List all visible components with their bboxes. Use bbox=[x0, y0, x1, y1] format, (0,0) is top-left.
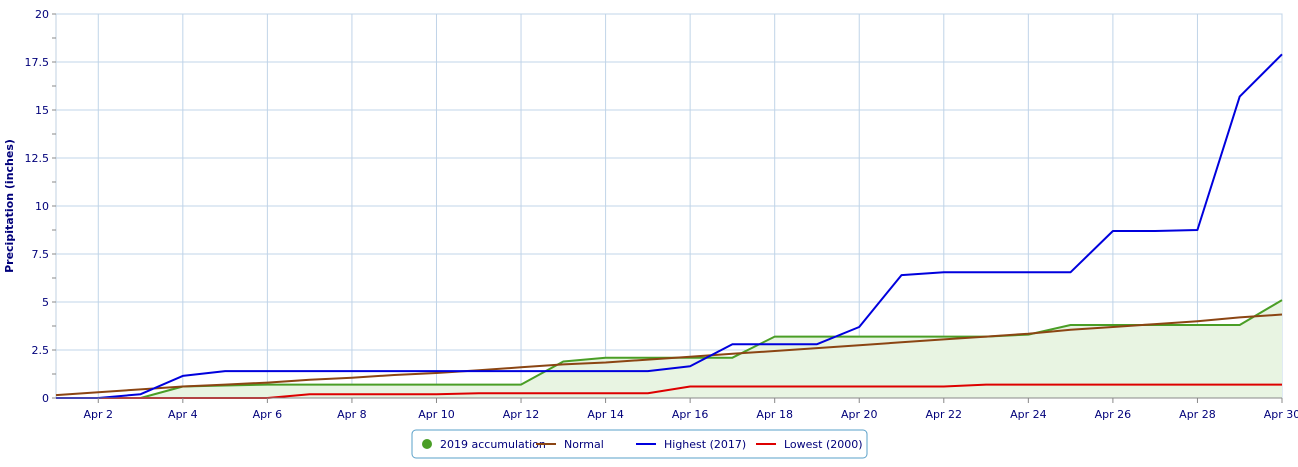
y-tick-label: 0 bbox=[42, 392, 49, 405]
y-tick-label: 7.5 bbox=[32, 248, 50, 261]
x-tick-label: Apr 2 bbox=[84, 408, 114, 421]
x-tick-label: Apr 26 bbox=[1095, 408, 1132, 421]
legend-label: Highest (2017) bbox=[664, 438, 746, 451]
y-tick-label: 15 bbox=[35, 104, 49, 117]
x-tick-label: Apr 20 bbox=[841, 408, 878, 421]
x-tick-label: Apr 8 bbox=[337, 408, 367, 421]
x-tick-label: Apr 22 bbox=[926, 408, 963, 421]
x-tick-label: Apr 10 bbox=[418, 408, 455, 421]
y-tick-label: 2.5 bbox=[32, 344, 50, 357]
legend[interactable]: 2019 accumulation Normal Highest (2017) Low… bbox=[412, 430, 867, 458]
y-tick-label: 10 bbox=[35, 200, 49, 213]
x-tick-label: Apr 12 bbox=[503, 408, 540, 421]
x-tick-label: Apr 18 bbox=[756, 408, 793, 421]
legend-marker-dot-icon bbox=[422, 439, 432, 449]
x-tick-label: Apr 16 bbox=[672, 408, 709, 421]
y-tick-label: 20 bbox=[35, 8, 49, 21]
y-axis-title: Precipitation (inches) bbox=[3, 139, 16, 273]
x-tick-label: Apr 28 bbox=[1179, 408, 1216, 421]
x-tick-label: Apr 6 bbox=[253, 408, 283, 421]
legend-label: Normal bbox=[564, 438, 604, 451]
legend-label: 2019 accumulation bbox=[440, 438, 546, 451]
x-tick-label: Apr 30 bbox=[1264, 408, 1298, 421]
x-tick-label: Apr 14 bbox=[587, 408, 624, 421]
y-tick-label: 17.5 bbox=[25, 56, 50, 69]
x-tick-label: Apr 24 bbox=[1010, 408, 1047, 421]
x-tick-label: Apr 4 bbox=[168, 408, 198, 421]
y-tick-label: 5 bbox=[42, 296, 49, 309]
legend-label: Lowest (2000) bbox=[784, 438, 863, 451]
y-tick-label: 12.5 bbox=[25, 152, 50, 165]
legend-item[interactable]: 2019 accumulation bbox=[422, 438, 546, 451]
